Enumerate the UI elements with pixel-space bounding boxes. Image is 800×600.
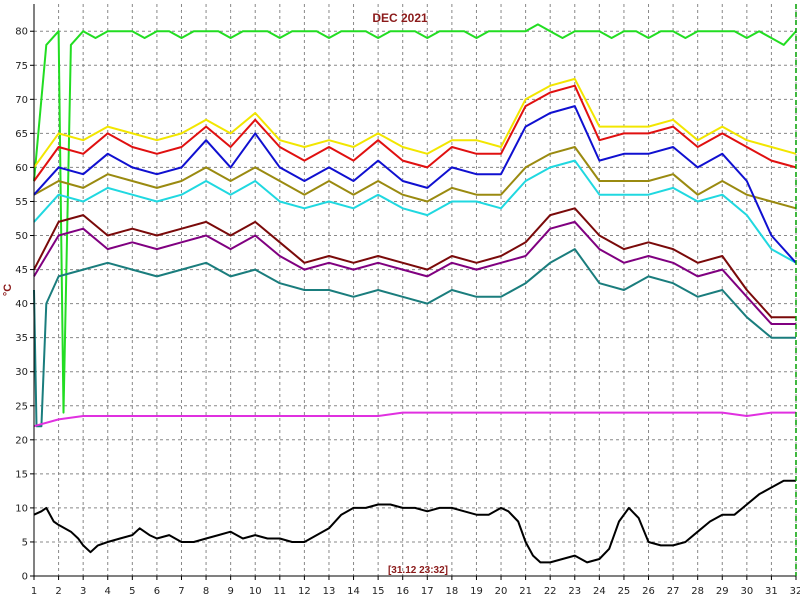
x-tick-label: 17	[421, 586, 434, 597]
y-tick-labels: 0 5 10 15 20 25 30 35 40 45 50 55 60 65 70 75 80	[15, 27, 34, 583]
x-tick-label: 21	[519, 586, 532, 597]
x-tick-label: 20	[495, 586, 508, 597]
y-tick-label: 55	[15, 197, 28, 208]
x-tick-label: 16	[396, 586, 409, 597]
y-tick-label: 70	[15, 95, 28, 106]
x-tick-label: 31	[765, 586, 778, 597]
series-line-magenta	[33, 411, 796, 428]
x-tick-labels: 1 2 3 4 5 6 7 8 9 10 11 12 13 14 15 16 17 18 19 20 21 22 23 24 2…	[31, 576, 800, 597]
series-line-black	[33, 479, 796, 564]
x-tick-label: 25	[618, 586, 631, 597]
series-line-teal	[33, 248, 796, 428]
series-line-maroon	[33, 207, 796, 319]
x-tick-label: 15	[372, 586, 385, 597]
x-tick-label: 22	[544, 586, 557, 597]
series-line-red	[33, 84, 797, 182]
x-tick-label: 4	[105, 586, 111, 597]
x-tick-label: 30	[740, 586, 753, 597]
y-tick-label: 30	[15, 367, 28, 378]
y-tick-label: 10	[15, 503, 28, 514]
x-tick-label: 23	[568, 586, 581, 597]
x-tick-label: 19	[470, 586, 483, 597]
series-line-cyan	[33, 159, 797, 264]
timestamp-label: [31.12 23:32]	[388, 565, 448, 576]
y-tick-label: 20	[15, 435, 28, 446]
series-lines	[33, 23, 797, 564]
y-tick-label: 50	[15, 231, 28, 242]
x-tick-label: 9	[227, 586, 233, 597]
series-line-green	[33, 23, 797, 414]
x-tick-label: 26	[642, 586, 655, 597]
y-tick-label: 15	[15, 469, 28, 480]
y-tick-label: 0	[22, 572, 28, 583]
x-tick-label: 24	[593, 586, 606, 597]
x-tick-label: 5	[129, 586, 135, 597]
x-tick-label: 10	[249, 586, 262, 597]
series-line-yellow	[33, 77, 797, 168]
y-tick-label: 65	[15, 129, 28, 140]
x-tick-label: 32	[790, 586, 800, 597]
x-tick-label: 13	[323, 586, 336, 597]
x-tick-label: 11	[273, 586, 286, 597]
x-tick-label: 14	[347, 586, 360, 597]
series-line-blue	[33, 105, 797, 264]
y-tick-label: 75	[15, 61, 28, 72]
x-tick-label: 28	[691, 586, 704, 597]
y-tick-label: 45	[15, 265, 28, 276]
x-tick-label: 7	[178, 586, 184, 597]
x-tick-label: 12	[298, 586, 311, 597]
x-tick-label: 1	[31, 586, 37, 597]
series-line-olive	[33, 146, 797, 210]
x-tick-label: 6	[154, 586, 160, 597]
y-tick-label: 80	[15, 27, 28, 38]
x-tick-label: 29	[716, 586, 729, 597]
series-line-purple	[33, 220, 796, 325]
x-tick-label: 2	[55, 586, 61, 597]
y-tick-label: 5	[22, 537, 28, 548]
x-tick-label: 18	[446, 586, 459, 597]
y-tick-label: 35	[15, 333, 28, 344]
x-tick-label: 27	[667, 586, 680, 597]
y-tick-label: 40	[15, 299, 28, 310]
y-tick-label: 60	[15, 163, 28, 174]
x-tick-label: 3	[80, 586, 86, 597]
y-axis-label: °C	[2, 284, 14, 296]
chart-title: DEC 2021	[372, 11, 428, 25]
x-tick-label: 8	[203, 586, 209, 597]
y-tick-label: 25	[15, 401, 28, 412]
